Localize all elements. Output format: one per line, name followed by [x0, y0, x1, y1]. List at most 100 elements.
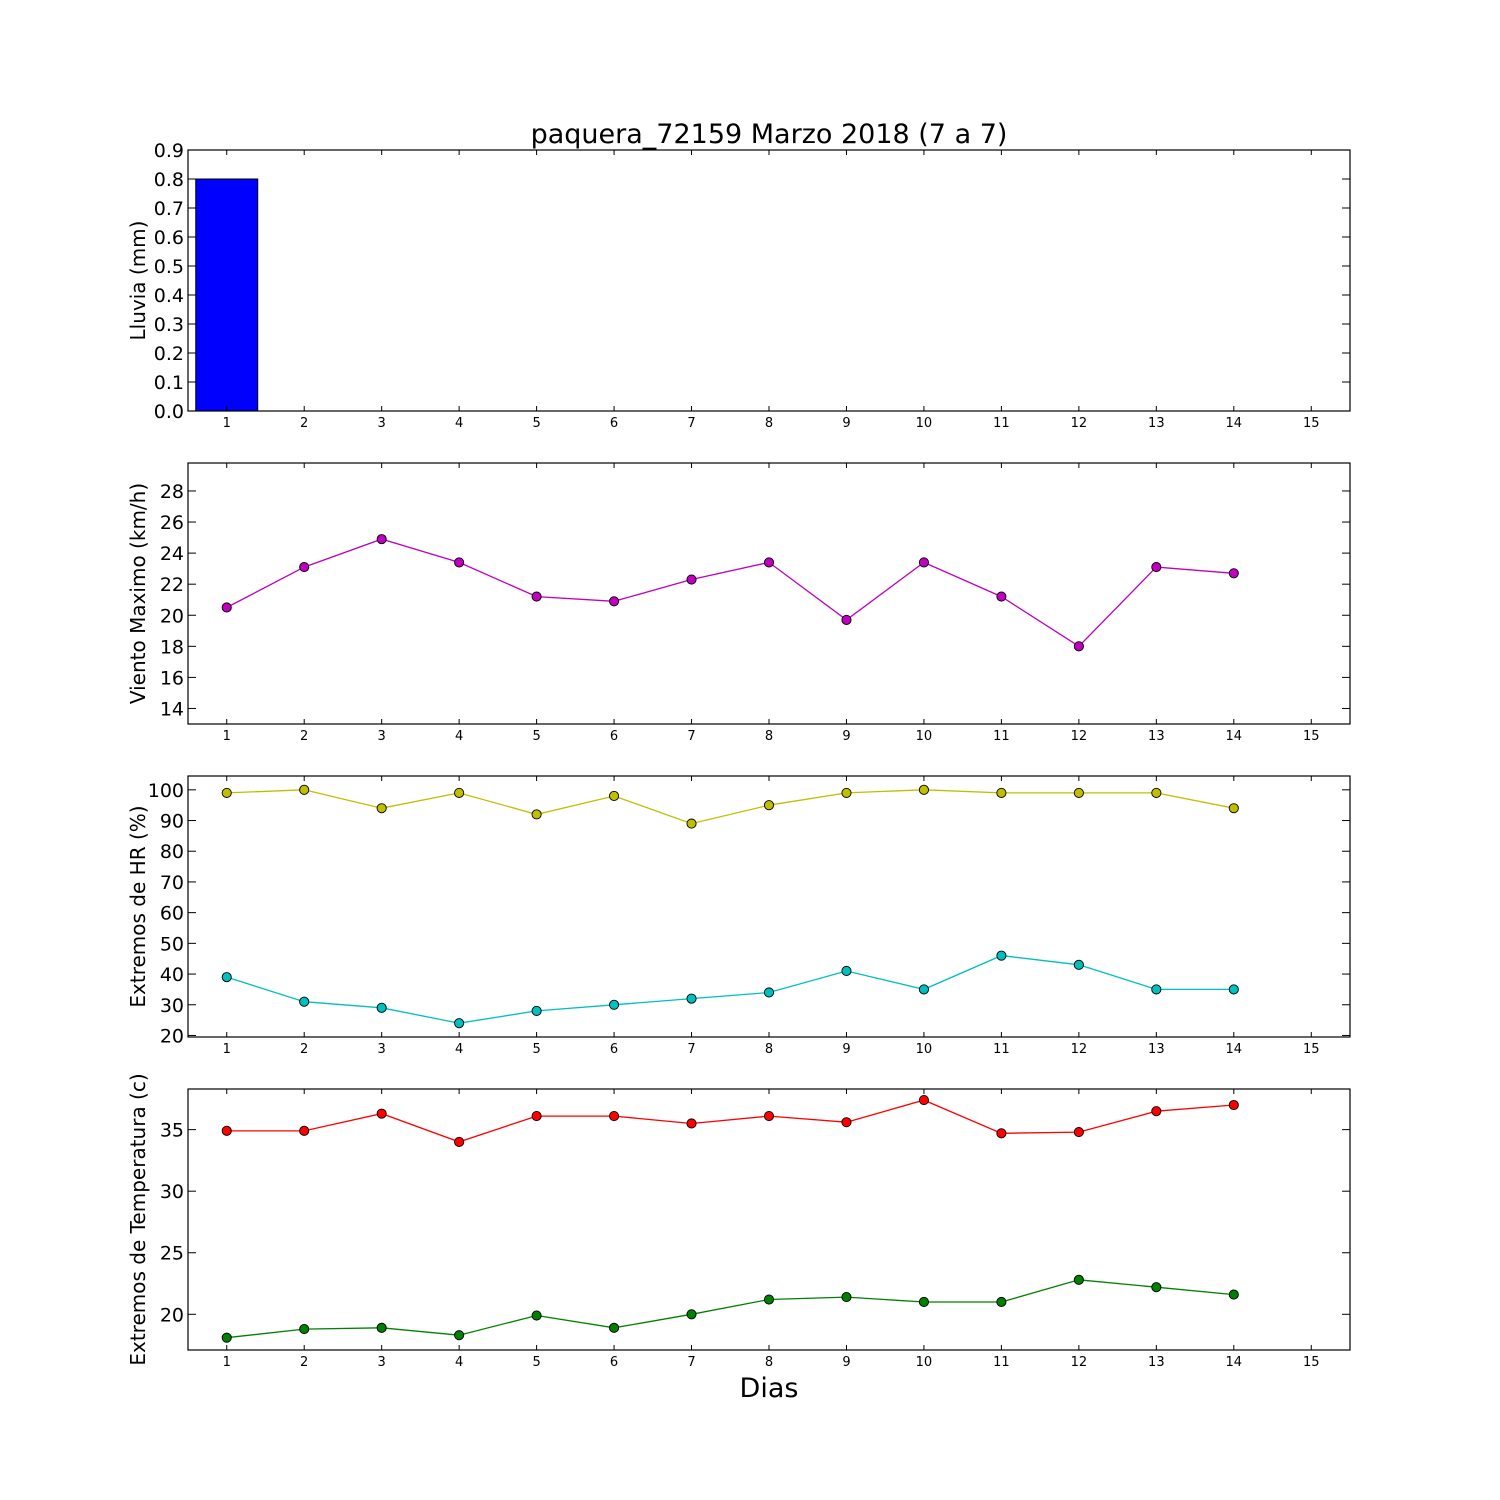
series-line: [226, 789, 1234, 825]
data-point: [299, 996, 310, 1007]
x-tick-label: 9: [842, 729, 850, 744]
x-tick-label: 8: [765, 1355, 773, 1370]
x-tick-label: 11: [993, 416, 1010, 431]
x-tick-label: 6: [610, 416, 618, 431]
y-tick-label: 90: [160, 811, 184, 833]
x-tick-label: 9: [842, 1042, 850, 1057]
data-point: [299, 562, 310, 573]
x-tick-label: 12: [1071, 416, 1088, 431]
x-tick-label: 3: [378, 1042, 386, 1057]
series-line: [226, 954, 1234, 1024]
x-tick-label: 6: [610, 729, 618, 744]
x-tick-label: 13: [1148, 416, 1165, 431]
y-tick-label: 25: [160, 1243, 184, 1265]
x-tick-label: 1: [223, 729, 231, 744]
data-point: [376, 1322, 387, 1333]
x-tick-label: 8: [765, 416, 773, 431]
data-point: [376, 1108, 387, 1119]
y-tick-label: 100: [148, 780, 184, 802]
data-point: [221, 602, 232, 613]
x-tick-label: 14: [1226, 1042, 1243, 1057]
x-tick-label: 11: [993, 729, 1010, 744]
x-tick-label: 2: [300, 1355, 308, 1370]
data-point: [841, 965, 852, 977]
data-point: [1073, 787, 1084, 798]
data-point: [996, 950, 1007, 961]
data-point: [221, 1332, 232, 1343]
data-point: [454, 1018, 465, 1029]
data-point: [531, 1111, 542, 1122]
x-tick-label: 8: [765, 729, 773, 744]
y-tick-label: 40: [160, 964, 184, 986]
data-point: [609, 790, 620, 802]
x-tick-label: 13: [1148, 1042, 1165, 1057]
x-axis-label: Dias: [740, 1373, 799, 1404]
data-point: [918, 1296, 929, 1308]
y-tick-label: 0.0: [154, 401, 184, 423]
x-tick-label: 4: [455, 1042, 463, 1057]
x-tick-label: 13: [1148, 1355, 1165, 1370]
x-tick-label: 14: [1226, 416, 1243, 431]
data-point: [841, 1117, 852, 1128]
x-tick-label: 7: [687, 729, 695, 744]
x-tick-label: 7: [687, 1355, 695, 1370]
y-tick-label: 0.2: [154, 343, 184, 365]
y-tick-label: 28: [160, 481, 184, 503]
data-point: [996, 1296, 1007, 1308]
data-point: [841, 1292, 852, 1303]
figure-title: paquera_72159 Marzo 2018 (7 a 7): [531, 119, 1008, 150]
data-point: [1151, 1282, 1162, 1293]
x-tick-label: 5: [532, 1355, 540, 1370]
data-point: [1228, 984, 1239, 995]
x-tick-label: 15: [1303, 729, 1320, 744]
y-tick-label: 0.3: [154, 314, 184, 336]
x-tick-label: 9: [842, 416, 850, 431]
x-tick-label: 3: [378, 416, 386, 431]
data-point: [609, 1322, 620, 1333]
data-point: [996, 787, 1007, 798]
y-tick-label: 50: [160, 933, 184, 955]
y-axis-label: Lluvia (mm): [126, 221, 150, 341]
y-tick-label: 0.6: [154, 227, 184, 249]
data-point: [221, 787, 232, 798]
x-tick-label: 8: [765, 1042, 773, 1057]
x-tick-label: 3: [378, 1355, 386, 1370]
data-point: [454, 787, 465, 798]
y-tick-label: 30: [160, 1181, 184, 1203]
x-tick-label: 11: [993, 1042, 1010, 1057]
y-axis-label: Extremos de Temperatura (c): [126, 1073, 150, 1365]
data-point: [686, 574, 697, 585]
data-point: [841, 787, 852, 798]
data-point: [454, 1330, 465, 1341]
data-point: [686, 1309, 697, 1320]
y-tick-label: 30: [160, 995, 184, 1017]
data-point: [1073, 1127, 1084, 1138]
y-tick-label: 14: [160, 698, 184, 720]
data-point: [918, 557, 929, 568]
x-tick-label: 14: [1226, 1355, 1243, 1370]
data-point: [763, 1294, 775, 1305]
x-tick-label: 9: [842, 1355, 850, 1370]
series-line: [226, 1279, 1234, 1339]
y-tick-label: 20: [160, 605, 184, 627]
data-point: [1151, 984, 1162, 995]
x-tick-label: 12: [1071, 1355, 1088, 1370]
data-point: [763, 987, 775, 998]
x-tick-label: 10: [916, 729, 933, 744]
x-tick-label: 1: [223, 1355, 231, 1370]
x-tick-label: 6: [610, 1042, 618, 1057]
data-point: [996, 1128, 1007, 1139]
x-tick-label: 15: [1303, 416, 1320, 431]
x-tick-label: 11: [993, 1355, 1010, 1370]
y-tick-label: 70: [160, 872, 184, 894]
x-tick-label: 14: [1226, 729, 1243, 744]
x-tick-label: 12: [1071, 1042, 1088, 1057]
y-tick-label: 24: [160, 543, 184, 565]
y-tick-label: 22: [160, 574, 184, 596]
y-tick-label: 20: [160, 1025, 184, 1047]
data-point: [1228, 803, 1239, 814]
data-point: [376, 803, 387, 814]
data-point: [609, 596, 620, 607]
x-tick-label: 7: [687, 1042, 695, 1057]
